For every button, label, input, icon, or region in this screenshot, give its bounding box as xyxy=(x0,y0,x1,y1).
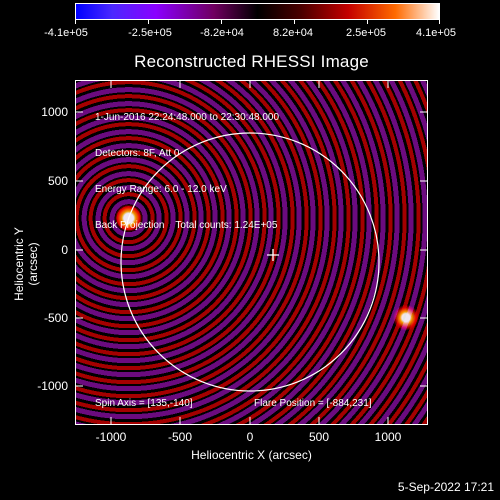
plot-title: Reconstructed RHESSI Image xyxy=(134,52,369,71)
colorbar-tick xyxy=(294,20,295,24)
observation-info: 1-Jun-2016 22:24:48.000 to 22:30:48.000 … xyxy=(95,88,279,244)
colorbar-tick xyxy=(75,20,76,24)
x-axis-tick-label: 500 xyxy=(308,430,330,444)
generation-timestamp: 5-Sep-2022 17:21 xyxy=(397,480,494,494)
colorbar-label: -2.5e+05 xyxy=(128,27,172,39)
colorbar-tick xyxy=(367,20,368,24)
method-counts-label: Back Projection Total counts: 1.24E+05 xyxy=(95,220,278,231)
x-axis-tick-label: 1000 xyxy=(374,430,402,444)
colorbar-label: -4.1e+05 xyxy=(44,27,88,39)
detectors-label: Detectors: 8F, Att 0 xyxy=(95,148,180,159)
energy-range-label: Energy Range: 6.0 - 12.0 keV xyxy=(95,184,227,195)
x-axis-tick-label: -500 xyxy=(167,430,193,444)
colorbar-label: -8.2e+04 xyxy=(200,27,244,39)
y-axis-tick-label: 0 xyxy=(61,243,68,257)
y-axis-tick-label: -1000 xyxy=(37,379,68,393)
y-axis-label: Heliocentric Y (arcsec) xyxy=(12,227,40,301)
colorbar-panel: -4.1e+05 -2.5e+05 -8.2e+04 8.2e+04 2.5e+… xyxy=(0,0,500,45)
colorbar-tick xyxy=(148,20,149,24)
colorbar-label: 2.5e+05 xyxy=(345,27,387,39)
y-axis-tick-label: -500 xyxy=(43,311,68,325)
colorbar-tick xyxy=(221,20,222,24)
colorbar-tick xyxy=(439,20,440,24)
flare-position-label: Flare Position = [-884,231] xyxy=(254,398,372,409)
colorbar xyxy=(75,3,440,20)
colorbar-label: 8.2e+04 xyxy=(272,27,314,39)
time-range-label: 1-Jun-2016 22:24:48.000 to 22:30:48.000 xyxy=(95,112,280,123)
x-axis-tick-label: -1000 xyxy=(95,430,127,444)
spin-axis-label: Spin Axis = [135,-140] xyxy=(95,398,193,409)
x-axis-label: Heliocentric X (arcsec) xyxy=(191,448,312,462)
colorbar-label: 4.1e+05 xyxy=(415,27,457,39)
y-axis-tick-label: 500 xyxy=(47,174,68,188)
y-axis-tick-label: 1000 xyxy=(41,105,68,119)
x-axis-tick-label: 0 xyxy=(246,430,254,444)
